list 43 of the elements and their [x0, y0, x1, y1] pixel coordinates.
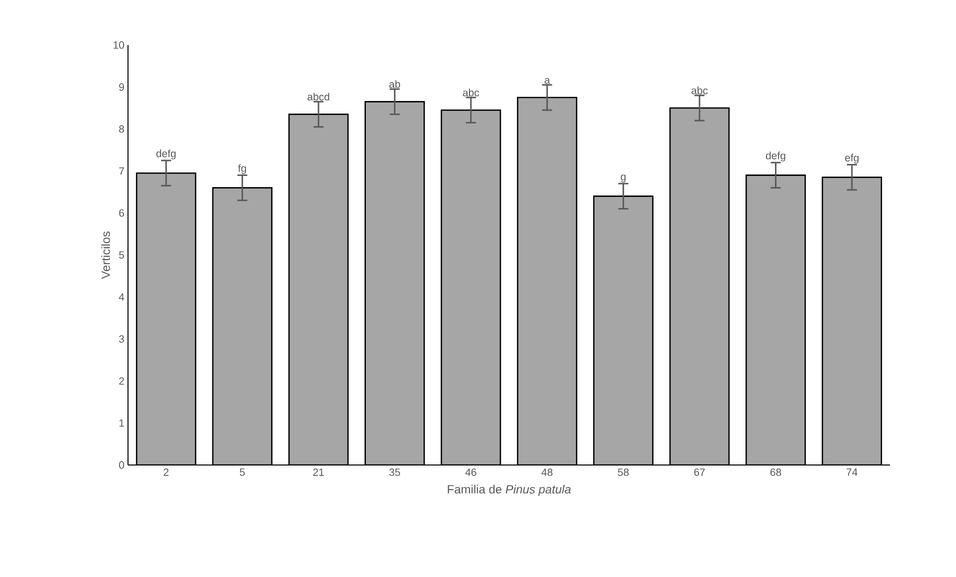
- annotation: defg: [766, 152, 786, 162]
- annotation: a: [544, 78, 550, 84]
- y-tick-label: 0: [119, 461, 124, 469]
- bar: [746, 174, 806, 465]
- bar: [288, 114, 349, 465]
- y-tick-label: 1: [119, 419, 124, 427]
- y-tick-label: 8: [119, 125, 124, 133]
- y-axis-title: Verticilos: [101, 232, 110, 279]
- bar: [136, 172, 196, 465]
- y-tick-label: 4: [118, 293, 124, 301]
- x-tick-label: 2: [164, 468, 168, 476]
- x-tick-label: 58: [618, 468, 629, 476]
- y-tick-label: 2: [119, 377, 124, 385]
- y-tick-label: 6: [119, 209, 124, 217]
- bar: [364, 101, 425, 465]
- bar: [212, 187, 272, 465]
- bar: [516, 96, 578, 465]
- bar: [440, 109, 502, 465]
- annotation: abc: [692, 86, 708, 94]
- bar: [593, 196, 654, 465]
- y-tick-label: 3: [119, 335, 124, 343]
- annotation: g: [620, 174, 626, 182]
- x-tick-label: 48: [542, 468, 552, 476]
- x-tick-label: 5: [240, 468, 245, 476]
- annotation: abcd: [308, 92, 330, 101]
- y-tick-label: 9: [119, 83, 124, 91]
- annotation: efg: [845, 154, 859, 164]
- annotation: fg: [238, 164, 246, 174]
- annotation: defg: [156, 150, 176, 160]
- y-tick-label: 10: [114, 41, 124, 49]
- x-tick-label: 46: [465, 468, 476, 476]
- x-tick-label: 74: [846, 468, 858, 476]
- bar: [822, 176, 882, 465]
- y-tick-label: 7: [119, 167, 124, 175]
- annotation: abc: [462, 88, 480, 96]
- x-tick-label: 21: [313, 468, 324, 476]
- x-tick-label: 68: [770, 468, 782, 476]
- bar: [669, 107, 730, 465]
- y-tick-label: 5: [119, 251, 124, 259]
- annotation: ab: [389, 80, 400, 88]
- x-tick-label: 35: [389, 468, 400, 476]
- x-axis-title: Familia de Pinus patula: [448, 484, 571, 496]
- x-tick-label: 67: [694, 468, 705, 476]
